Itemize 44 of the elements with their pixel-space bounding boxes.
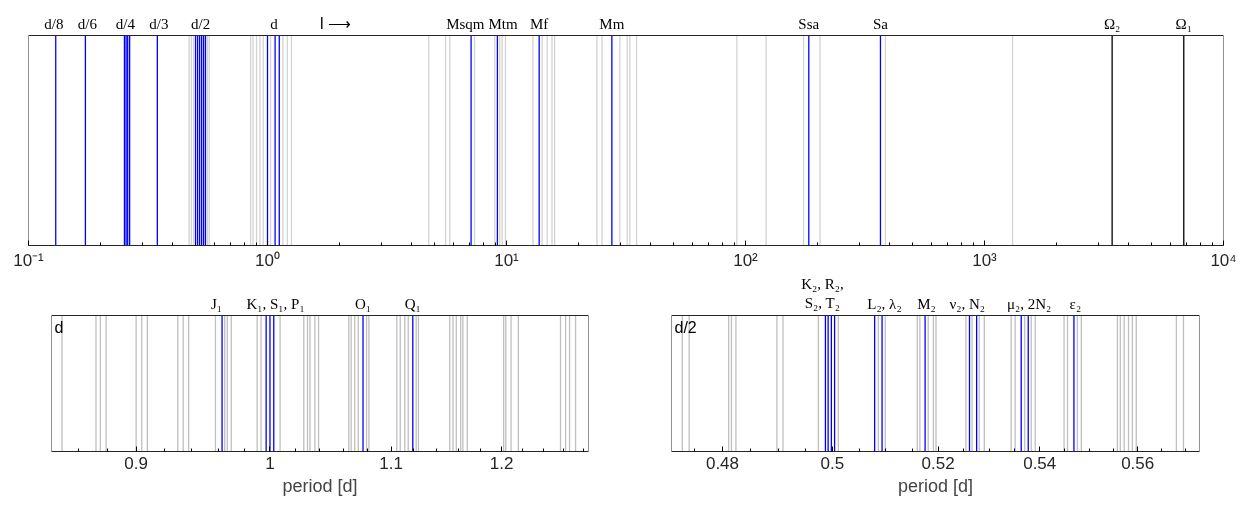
series-label: ν₂, N₂ xyxy=(949,295,986,312)
x-axis-title: period [d] xyxy=(282,475,358,496)
series-label: Q₁ xyxy=(404,295,421,312)
series-label: ε₂ xyxy=(1069,295,1082,312)
x-tick-label: 0.52 xyxy=(921,453,955,473)
series-label: M₂ xyxy=(917,295,936,312)
series-label: Ω₁ xyxy=(1175,15,1192,32)
series-label: d xyxy=(270,15,279,32)
series-label: Mm xyxy=(599,15,625,32)
x-axis-title: period [d] xyxy=(897,475,974,496)
series-label: K₂, R₂, S₂, T₂ xyxy=(801,276,844,312)
x-tick-label: 10² xyxy=(733,250,759,270)
x-tick-label: 0.9 xyxy=(124,453,148,473)
text: l ⟶ xyxy=(320,14,351,32)
x-tick-label: 10³ xyxy=(972,250,998,270)
series-label: μ₂, 2N₂ xyxy=(1006,295,1052,312)
x-tick-label: 10⁴ xyxy=(1210,250,1237,270)
series-label: Ssa xyxy=(798,15,820,32)
series-label: Ω₂ xyxy=(1103,15,1121,32)
x-tick-label: 1.2 xyxy=(489,453,514,473)
series-label: O₁ xyxy=(354,295,372,312)
series-label: J₁ xyxy=(210,295,223,312)
x-tick-label: 1.1 xyxy=(379,453,403,473)
x-tick-label: 0.48 xyxy=(705,453,740,473)
series-label: Mtm xyxy=(488,15,519,32)
annotation: d/2 xyxy=(674,318,697,336)
series-label: L₂, λ₂ xyxy=(867,295,902,312)
series-label: Sa xyxy=(872,15,889,32)
series-label: K₁, S₁, P₁ xyxy=(246,295,305,312)
series-label: d/8 xyxy=(44,15,64,32)
x-tick-label: 10⁰ xyxy=(255,250,280,270)
x-tick-label: 10¹ xyxy=(494,250,520,270)
series-label: d/4 xyxy=(115,15,136,32)
series-label: Msqm xyxy=(446,15,485,32)
x-tick-label: 10⁻¹ xyxy=(13,250,45,270)
series-label: d/3 xyxy=(149,15,169,32)
x-tick-label: 1 xyxy=(265,453,275,473)
annotation: d xyxy=(54,318,64,336)
series-label: Mf xyxy=(530,15,549,32)
x-tick-label: 0.54 xyxy=(1023,453,1057,473)
series-label: d/2 xyxy=(190,15,211,32)
x-tick-label: 0.5 xyxy=(820,453,845,473)
x-tick-label: 0.56 xyxy=(1121,453,1155,473)
series-label: d/6 xyxy=(77,15,98,32)
